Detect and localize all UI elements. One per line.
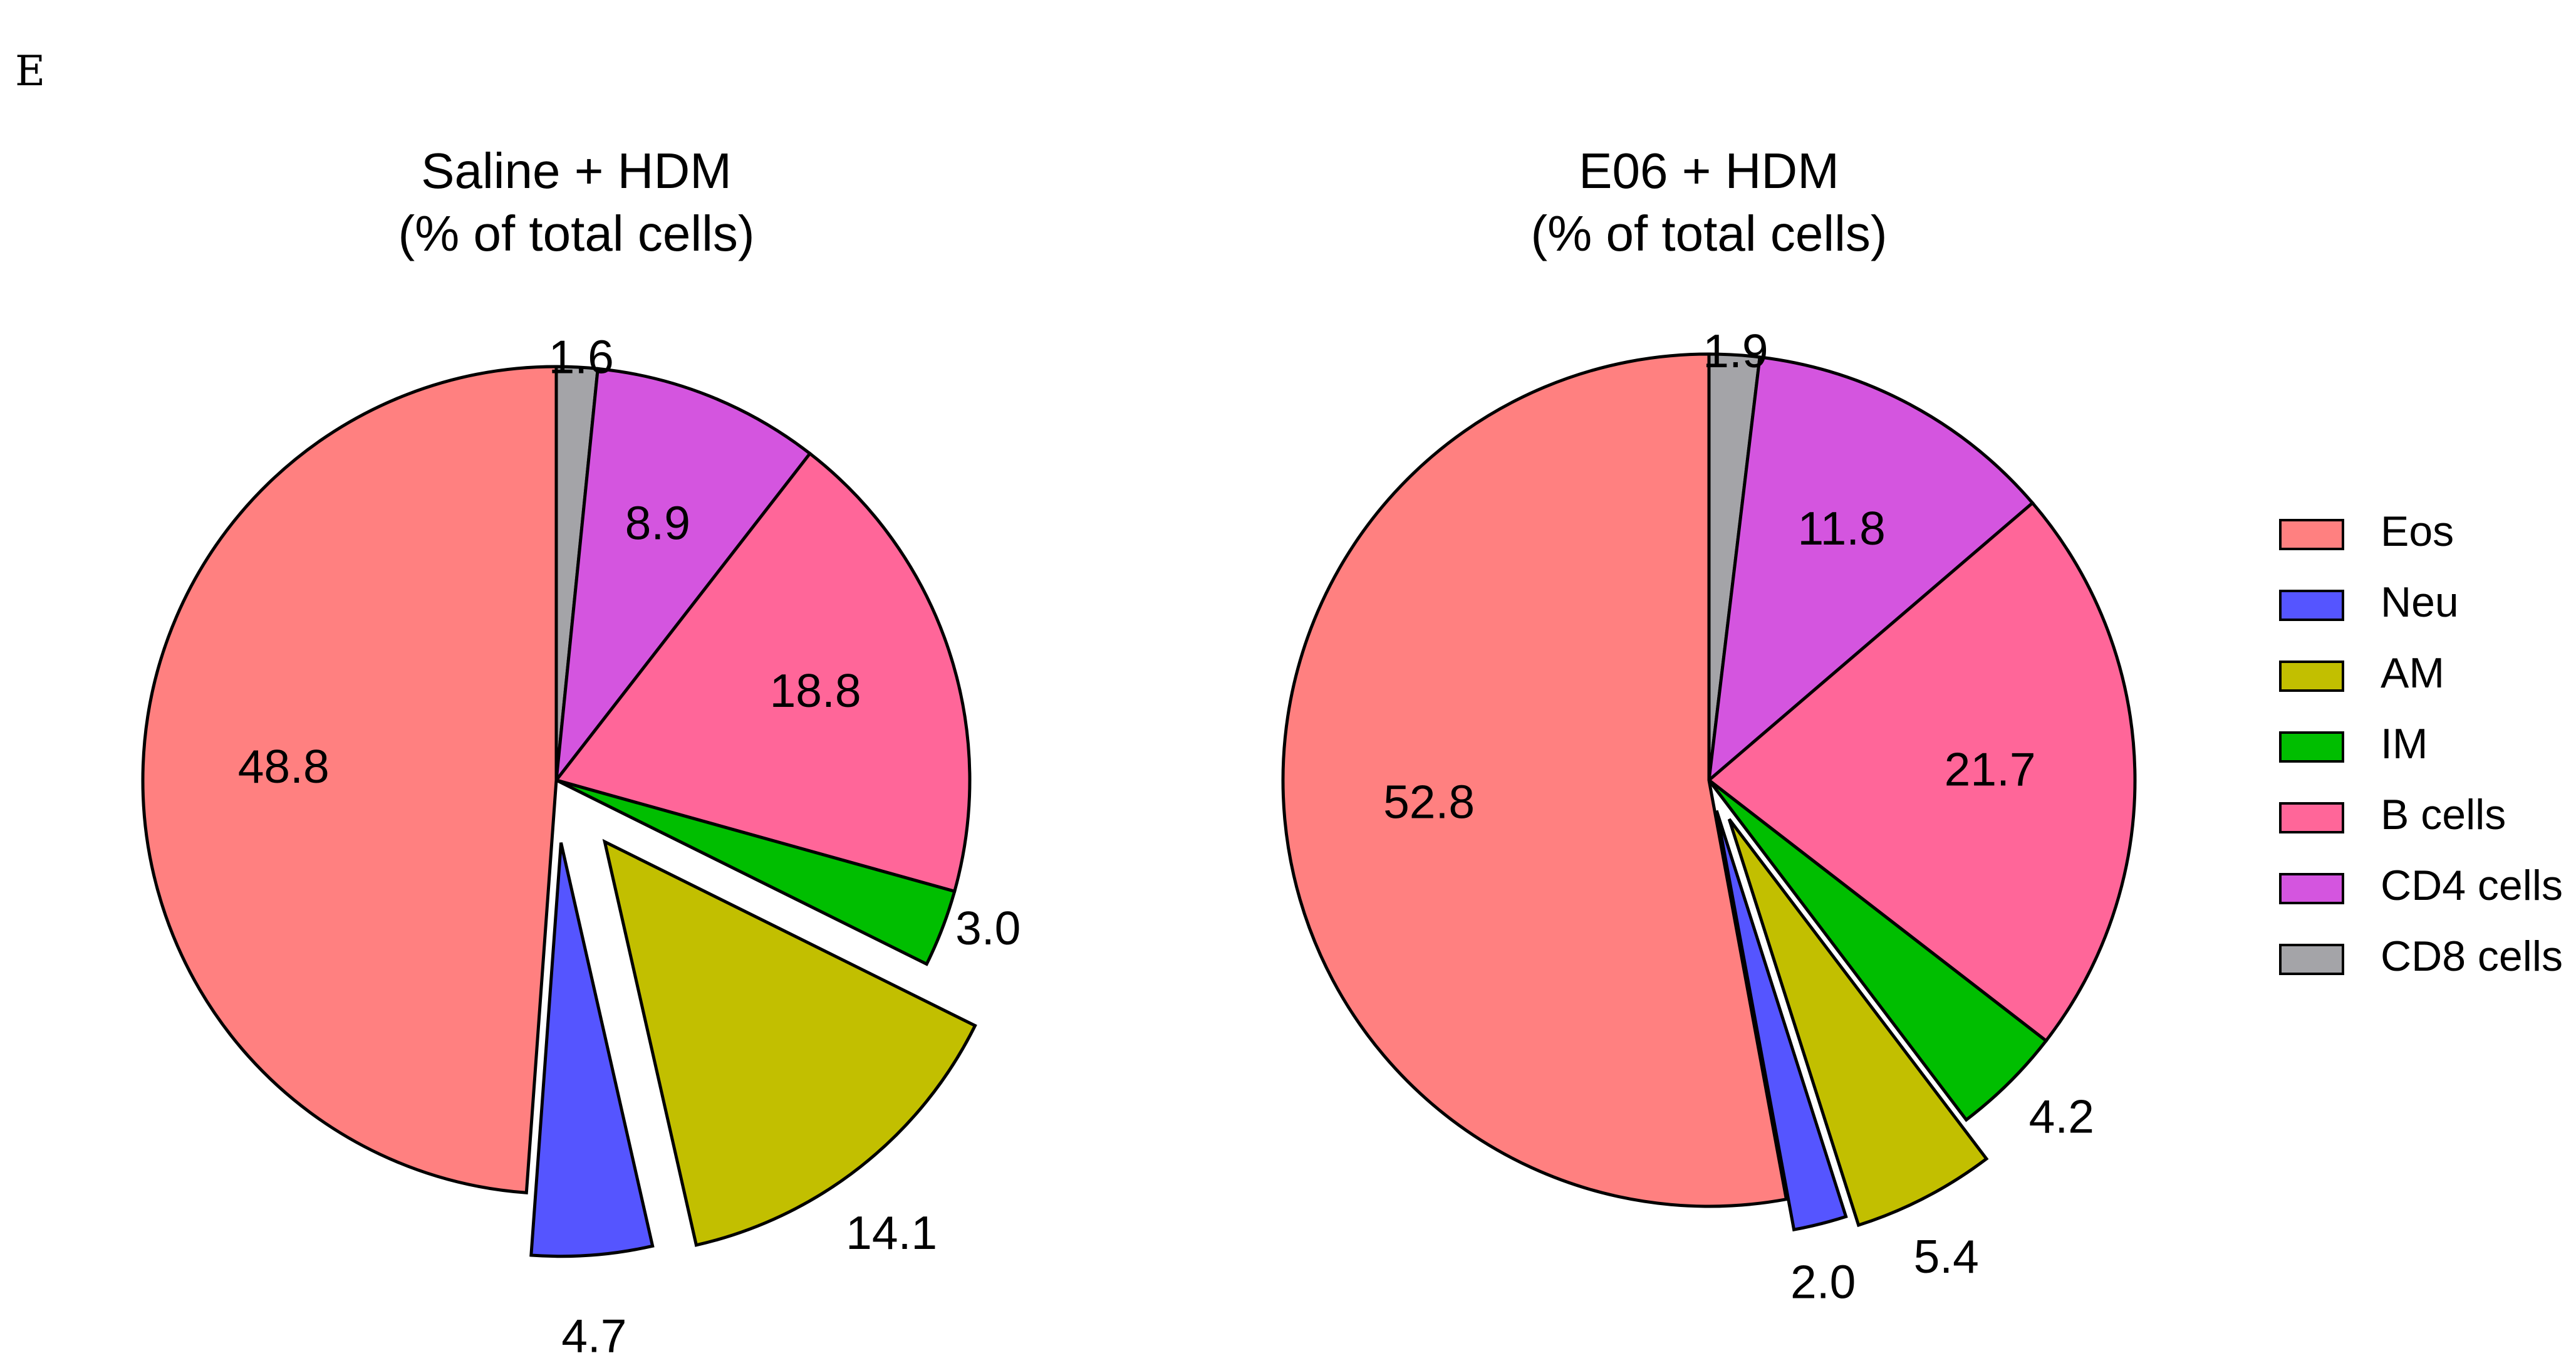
value-label-b-cells: 21.7: [1945, 743, 2036, 796]
value-label-b-cells: 18.8: [770, 664, 861, 717]
legend: Eos Neu AM IM B cells CD4 cells CD8 cells: [2279, 508, 2563, 980]
legend-item: IM: [2279, 720, 2428, 768]
value-label-cd4-cells: 8.9: [625, 496, 690, 549]
chart-title-line2: (% of total cells): [398, 206, 754, 261]
legend-swatch: [2279, 802, 2344, 833]
value-label-neu: 2.0: [1790, 1256, 1856, 1308]
legend-label: Neu: [2381, 578, 2459, 626]
legend-label: B cells: [2381, 791, 2506, 838]
legend-item: CD4 cells: [2279, 862, 2563, 909]
pie-slice-neu: [529, 842, 655, 1258]
legend-swatch: [2279, 519, 2344, 550]
pie-slice-eos: [1281, 352, 1789, 1208]
pie-chart-e06: E06 + HDM (% of total cells) 1.9 11.8 21.7…: [1281, 143, 2137, 1308]
legend-swatch: [2279, 590, 2344, 621]
value-label-im: 4.2: [2029, 1090, 2094, 1143]
legend-swatch: [2279, 661, 2344, 692]
legend-item: Eos: [2279, 508, 2454, 555]
chart-title-line2: (% of total cells): [1530, 206, 1887, 261]
pie-chart-saline: Saline + HDM (% of total cells) 1.6 8.9 18…: [141, 143, 1021, 1362]
value-label-am: 5.4: [1914, 1230, 1979, 1283]
legend-label: IM: [2381, 720, 2428, 768]
value-label-neu: 4.7: [561, 1310, 626, 1362]
pie-slice-cd4-cells: [554, 367, 813, 786]
chart-title-line1: Saline + HDM: [421, 143, 732, 199]
chart-title-line1: E06 + HDM: [1579, 143, 1839, 199]
pie-slice-im: [555, 778, 957, 966]
pie-slice-am: [1727, 818, 1989, 1228]
value-label-eos: 48.8: [238, 740, 330, 793]
pie-slice-b-cells: [553, 451, 972, 894]
pie-slice-cd4-cells: [1706, 355, 2035, 785]
legend-label: Eos: [2381, 508, 2454, 555]
legend-item: Neu: [2279, 578, 2459, 626]
value-label-im: 3.0: [955, 902, 1021, 954]
pie-slice-eos: [141, 365, 558, 1194]
legend-item: B cells: [2279, 791, 2506, 838]
legend-swatch: [2279, 873, 2344, 904]
pie-slice-neu: [1715, 810, 1848, 1232]
pie-slices: [1281, 352, 2137, 1232]
panel-label: E: [15, 47, 45, 95]
pie-slices: [141, 365, 977, 1258]
legend-swatch: [2279, 731, 2344, 763]
pie-value-labels: 1.9 11.8 21.7 4.2 5.4 2.0 52.8: [1383, 325, 2094, 1308]
pie-slice-am: [602, 838, 977, 1247]
legend-label: CD8 cells: [2381, 932, 2563, 980]
legend-label: CD4 cells: [2381, 862, 2563, 909]
value-label-cd4-cells: 11.8: [1797, 502, 1885, 555]
value-label-am: 14.1: [846, 1206, 937, 1259]
pie-slice-im: [1708, 779, 2049, 1122]
legend-item: AM: [2279, 649, 2444, 697]
legend-item: CD8 cells: [2279, 932, 2563, 980]
pie-value-labels: 1.6 8.9 18.8 3.0 14.1 4.7 48.8: [238, 331, 1021, 1362]
value-label-cd8-cells: 1.6: [549, 331, 614, 384]
legend-label: AM: [2381, 649, 2444, 697]
pie-slice-b-cells: [1706, 501, 2137, 1043]
legend-swatch: [2279, 944, 2344, 975]
value-label-cd8-cells: 1.9: [1703, 325, 1768, 377]
value-label-eos: 52.8: [1383, 776, 1475, 828]
